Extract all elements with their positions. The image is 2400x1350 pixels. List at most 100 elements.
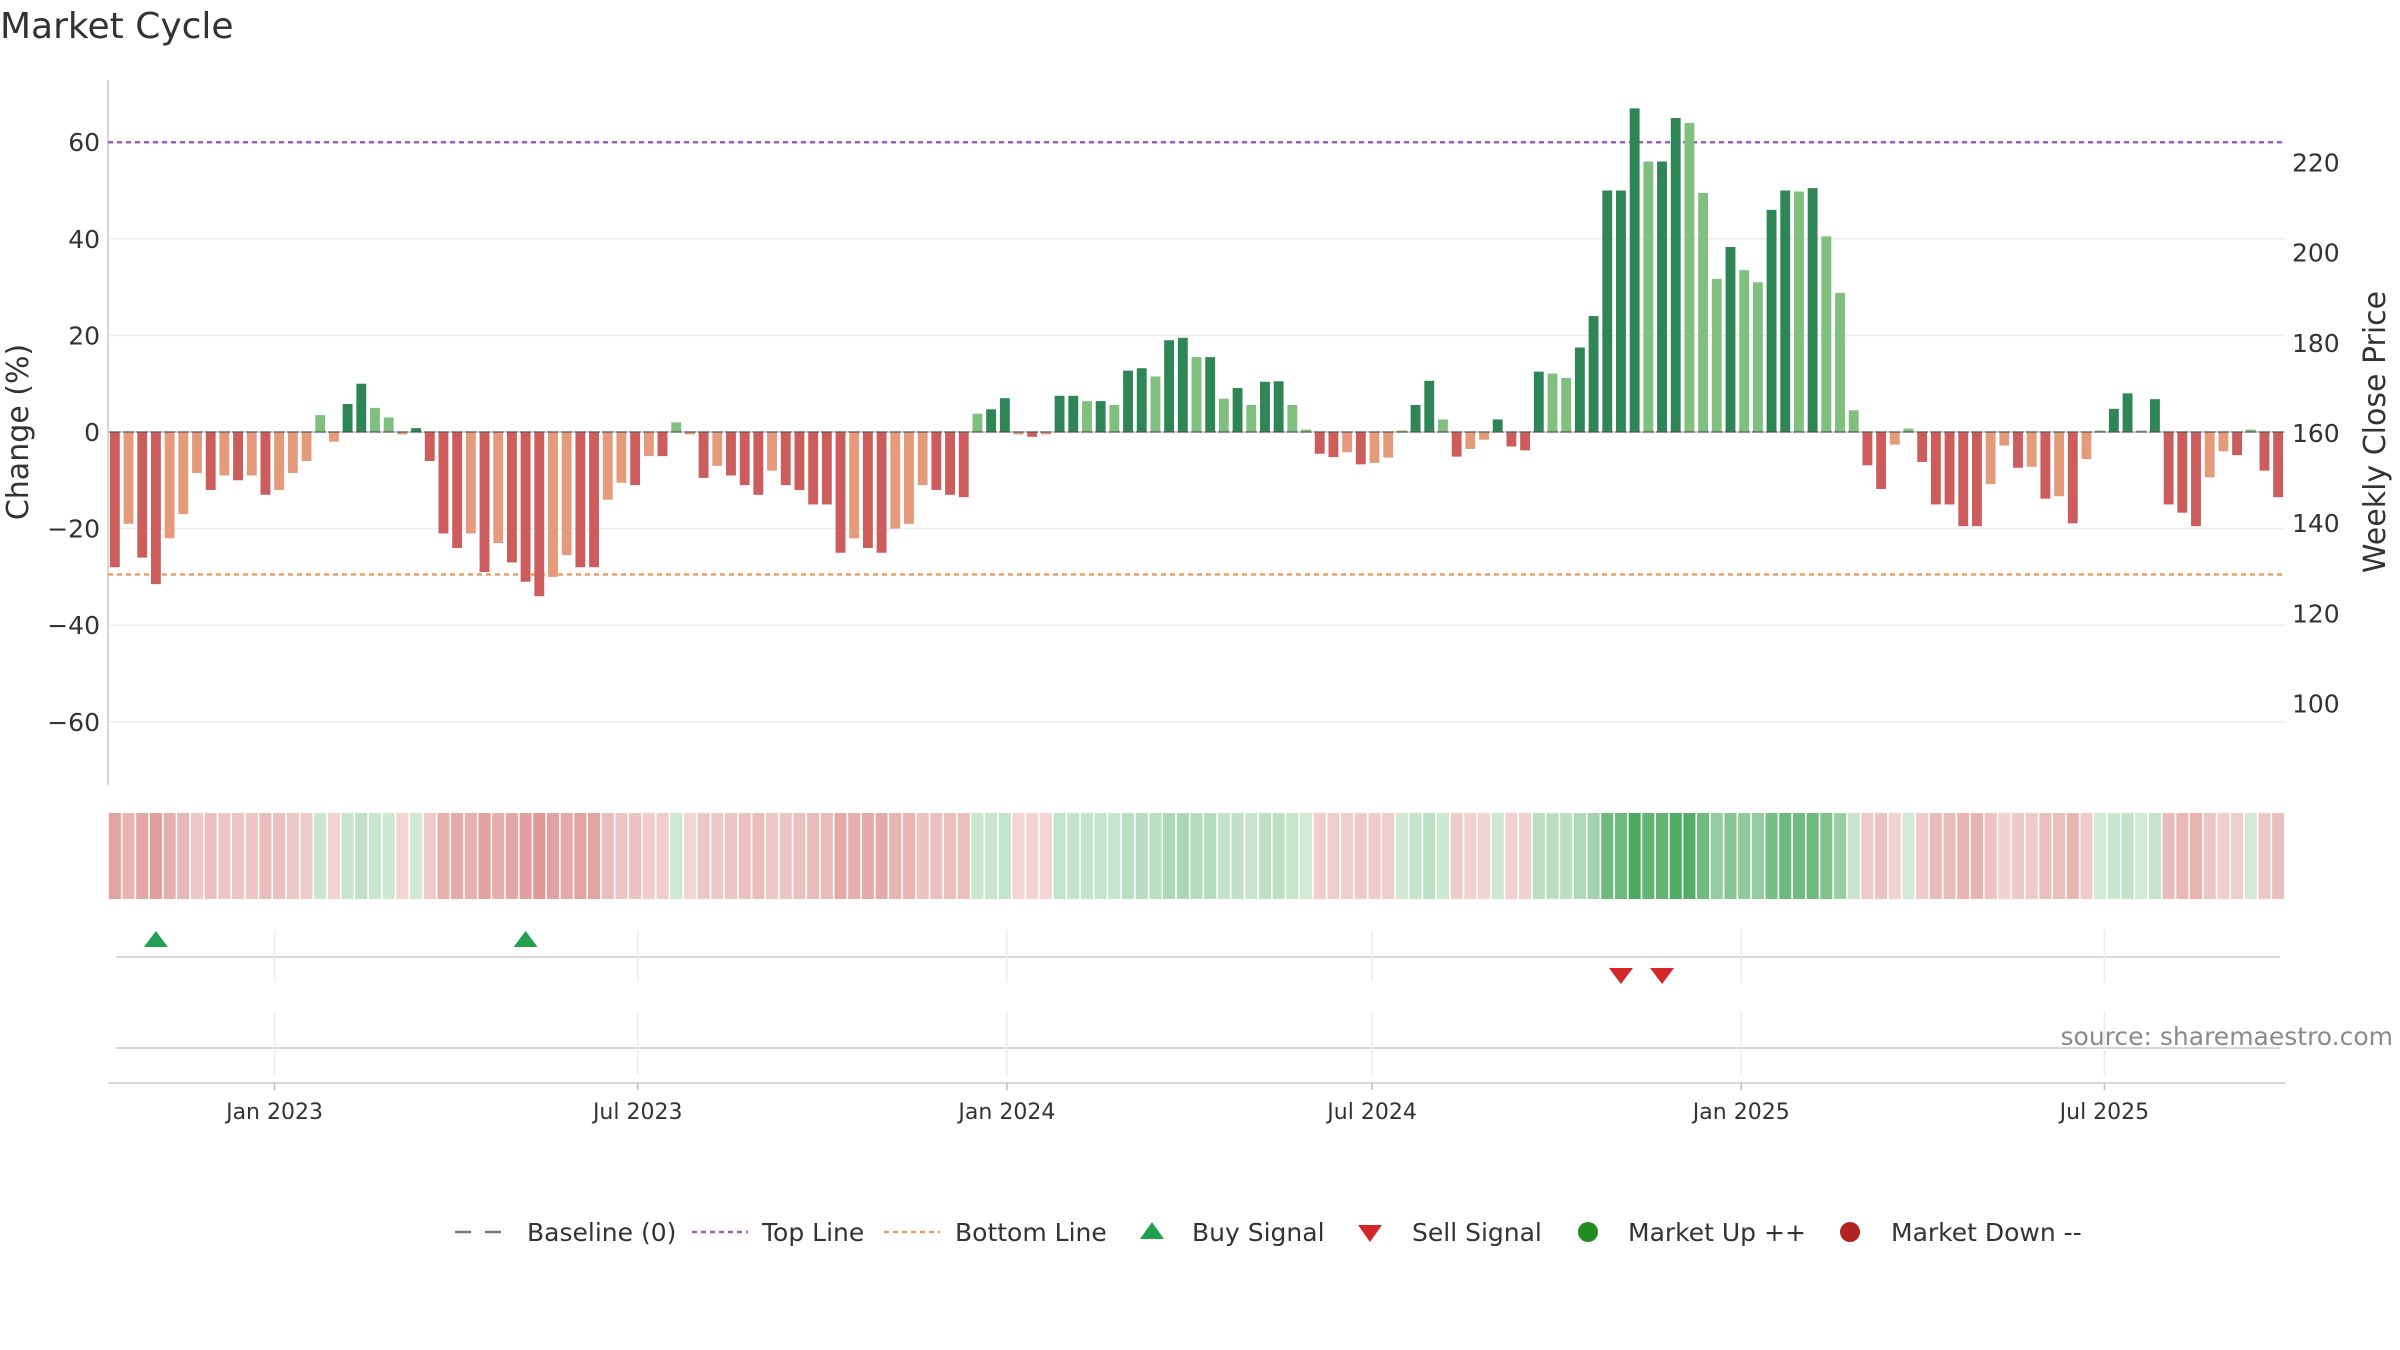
band-cell (1149, 813, 1162, 899)
band-cell (779, 813, 792, 899)
source-label: source: sharemaestro.com (2061, 1022, 2394, 1051)
band-cell (1984, 813, 1997, 899)
bar (150, 432, 161, 585)
bar (438, 432, 449, 534)
bar (808, 432, 819, 505)
bar (1835, 292, 1845, 432)
band-cell (820, 813, 833, 899)
band-cell (1094, 813, 1107, 899)
bar (1136, 368, 1147, 432)
bar (2067, 432, 2078, 524)
bar (479, 432, 490, 573)
bar (561, 432, 572, 556)
bar (931, 432, 942, 490)
band-cell (368, 813, 382, 899)
bar (1807, 188, 1818, 432)
sell-signal-marker (1650, 968, 1675, 984)
band-cell (2203, 813, 2216, 899)
bar (1150, 376, 1161, 432)
x-tick-label: Jan 2025 (1691, 1100, 1790, 1125)
band-cell (793, 813, 806, 899)
bar (945, 432, 955, 495)
band-cell (2148, 813, 2161, 899)
band-cell (1902, 813, 1915, 899)
bar (109, 432, 120, 568)
band-cell (697, 813, 710, 899)
band-cell (875, 813, 888, 899)
band-cell (656, 813, 669, 899)
x-tick-label: Jan 2024 (956, 1100, 1055, 1125)
band-cell (711, 813, 724, 899)
bar (1232, 388, 1243, 432)
band-cell (1957, 813, 1970, 899)
band-cell (930, 813, 943, 899)
bar (1520, 432, 1531, 451)
band-cell (889, 813, 902, 899)
bar (1082, 401, 1092, 432)
bar (287, 432, 298, 474)
band-cell (1450, 813, 1463, 899)
band-cell (807, 813, 820, 899)
legend-item-buy: Buy Signal (1140, 1218, 1325, 1247)
bar (2273, 432, 2284, 498)
bar (493, 432, 504, 544)
bar (712, 432, 723, 466)
band-cell (848, 813, 861, 899)
bar (1492, 419, 1503, 432)
band-cell (177, 813, 190, 899)
bar (1260, 381, 1270, 432)
legend-label: Market Down -- (1891, 1218, 2082, 1247)
bar (862, 432, 873, 548)
bar (698, 432, 709, 478)
band-cell (766, 813, 779, 899)
band-cell (752, 813, 765, 899)
bar (1930, 432, 1941, 505)
band-cell (1532, 813, 1545, 899)
band-cell (1546, 813, 1559, 899)
band-cell (1724, 813, 1737, 899)
band-cell (451, 813, 464, 899)
legend-label: Top Line (761, 1218, 864, 1247)
bar (1889, 432, 1900, 445)
bar (2191, 432, 2201, 527)
buy-signal-marker (143, 931, 168, 947)
bar (1985, 432, 1996, 485)
legend-swatch (1140, 1222, 1164, 1239)
bar (1314, 432, 1325, 454)
band-cell (1080, 813, 1094, 899)
y-tick-label: 0 (84, 418, 100, 447)
band-cell (985, 813, 998, 899)
legend-item-baseline: Baseline (0) (455, 1218, 676, 1247)
bar (1396, 430, 1407, 432)
bar (1246, 404, 1257, 432)
band-cell (2080, 813, 2093, 899)
bar (1547, 373, 1558, 432)
band-cell (122, 813, 135, 899)
band-cell (410, 813, 423, 899)
band-cell (2162, 813, 2175, 899)
band-cell (1286, 813, 1299, 899)
bar (602, 432, 613, 500)
band-cell (1108, 813, 1121, 899)
band-cell (2231, 813, 2244, 899)
band-cell (1121, 813, 1135, 899)
band-cell (423, 813, 436, 899)
bar (1177, 337, 1188, 432)
legend-swatch (1840, 1222, 1860, 1242)
band-cell (2066, 813, 2079, 899)
legend-swatch (1578, 1222, 1598, 1242)
band-cell (1053, 813, 1066, 899)
legend-item-up: Market Up ++ (1578, 1218, 1806, 1247)
band-cell (149, 813, 162, 899)
bar (411, 428, 421, 432)
band-cell (1751, 813, 1764, 899)
band-cell (1943, 813, 1956, 899)
band-cell (341, 813, 354, 899)
buy-signal-marker (513, 931, 538, 947)
band-cell (437, 813, 450, 899)
bar (1794, 191, 1804, 432)
band-cell (683, 813, 696, 899)
y-tick-label: −60 (47, 708, 100, 737)
legend-item-top: Top Line (692, 1218, 864, 1247)
band-cell (724, 813, 738, 899)
